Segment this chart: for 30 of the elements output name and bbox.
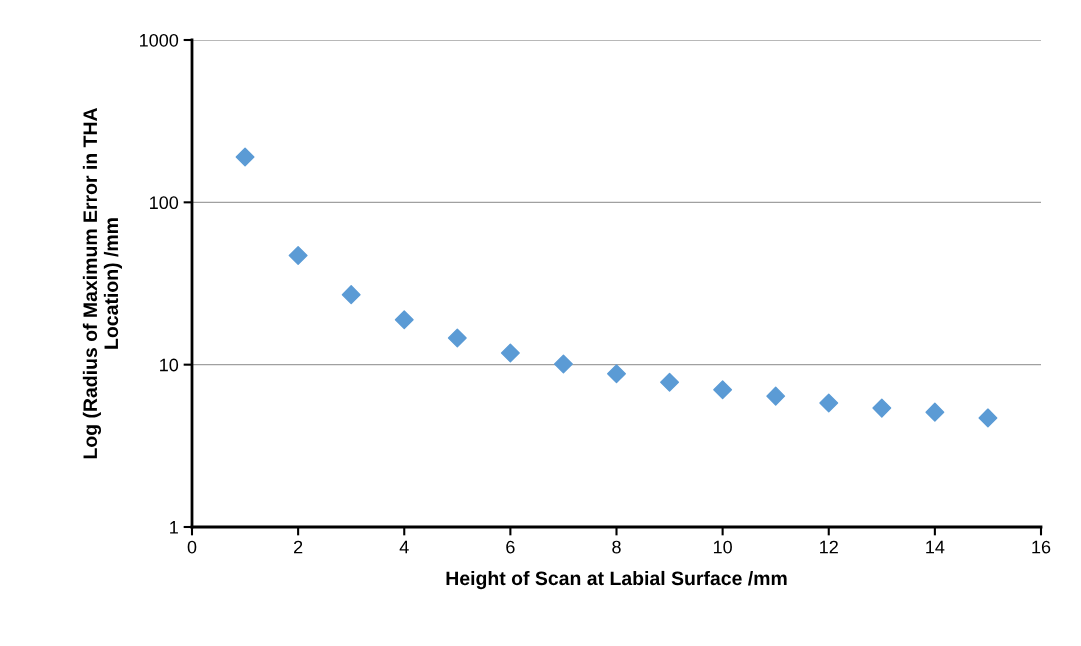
x-tick-label: 4: [399, 540, 409, 554]
x-tick-label: 8: [612, 540, 621, 554]
x-tick-label: 6: [506, 540, 515, 554]
point: [394, 310, 414, 330]
point: [819, 393, 839, 413]
point: [447, 328, 467, 348]
point: [288, 246, 308, 266]
y-axis-title: Log (Radius of Maximum Error in THA Location) /mm: [82, 107, 122, 459]
x-tick-label: 12: [820, 540, 838, 554]
point: [660, 372, 680, 392]
point: [341, 285, 361, 305]
x-axis-title: Height of Scan at Labial Surface /mm: [446, 570, 787, 590]
x-tick-label: 0: [187, 540, 197, 554]
point: [235, 147, 255, 167]
y-tick-label: 10: [160, 358, 179, 372]
y-tick-label: 1: [170, 521, 178, 534]
point: [553, 354, 573, 374]
point: [607, 364, 626, 384]
y-tick-label: 1000: [140, 33, 179, 47]
point: [925, 402, 945, 422]
x-tick-label: 10: [713, 540, 732, 554]
point: [872, 398, 892, 418]
y-tick-label: 100: [150, 196, 179, 210]
x-tick-label: 16: [1032, 540, 1051, 554]
point: [713, 380, 733, 400]
x-tick-label: 14: [926, 540, 945, 554]
point: [978, 408, 998, 428]
point: [766, 386, 786, 406]
x-tick-label: 2: [294, 540, 303, 554]
point: [500, 343, 520, 363]
